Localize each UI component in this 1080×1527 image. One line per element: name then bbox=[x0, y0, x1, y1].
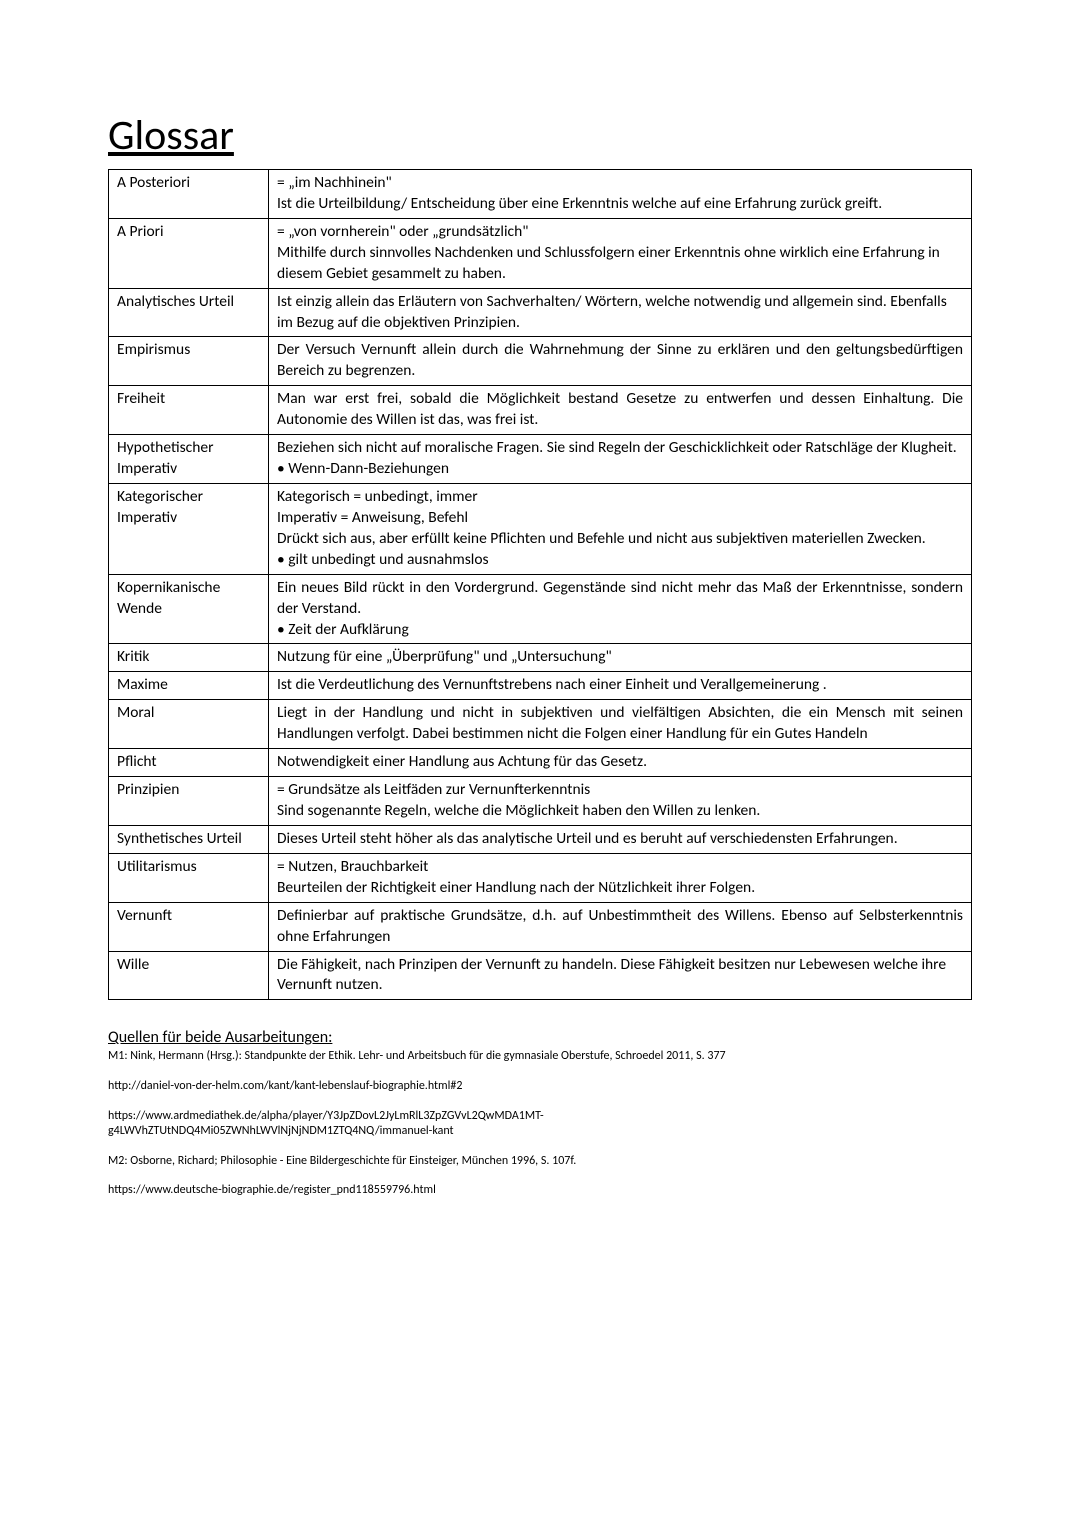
definition-line: Nutzung für eine „Überprüfung" und „Unte… bbox=[277, 647, 963, 668]
glossary-definition: Notwendigkeit einer Handlung aus Achtung… bbox=[269, 749, 972, 777]
glossary-term: Maxime bbox=[109, 672, 269, 700]
table-row: Prinzipien = Grundsätze als Leitfäden zur… bbox=[109, 777, 972, 826]
definition-line: • gilt unbedingt und ausnahmslos bbox=[277, 550, 963, 571]
table-row: Analytisches UrteilIst einzig allein das… bbox=[109, 288, 972, 337]
glossary-term: Analytisches Urteil bbox=[109, 288, 269, 337]
definition-line: = Nutzen, Brauchbarkeit bbox=[277, 857, 963, 878]
definition-line: Sind sogenannte Regeln, welche die Mögli… bbox=[277, 801, 963, 822]
definition-line: • Zeit der Aufklärung bbox=[277, 620, 963, 641]
table-row: Utilitarismus= Nutzen, BrauchbarkeitBeur… bbox=[109, 853, 972, 902]
table-row: Kategorischer ImperativKategorisch = unb… bbox=[109, 483, 972, 574]
definition-line: • Wenn-Dann-Beziehungen bbox=[277, 459, 963, 480]
glossary-definition: Definierbar auf praktische Grundsätze, d… bbox=[269, 902, 972, 951]
table-row: Hypothetischer Imperativ Beziehen sich ni… bbox=[109, 435, 972, 484]
table-row: Kopernikanische WendeEin neues Bild rück… bbox=[109, 574, 972, 644]
table-row: WilleDie Fähigkeit, nach Prinzipen der V… bbox=[109, 951, 972, 1000]
table-row: MoralLiegt in der Handlung und nicht in … bbox=[109, 700, 972, 749]
glossary-term: Hypothetischer Imperativ bbox=[109, 435, 269, 484]
table-row: Kritik Nutzung für eine „Überprüfung" und… bbox=[109, 644, 972, 672]
glossary-term: Prinzipien bbox=[109, 777, 269, 826]
source-entry: M2: Osborne, Richard; Philosophie - Eine… bbox=[108, 1154, 728, 1170]
sources-list: M1: Nink, Hermann (Hrsg.): Standpunkte d… bbox=[108, 1049, 972, 1199]
glossary-table: A Posteriori= „im Nachhinein"Ist die Urt… bbox=[108, 169, 972, 1000]
glossary-definition: = Nutzen, BrauchbarkeitBeurteilen der Ri… bbox=[269, 853, 972, 902]
glossary-definition: Ist die Verdeutlichung des Vernunftstreb… bbox=[269, 672, 972, 700]
glossary-definition: Man war erst frei, sobald die Möglichkei… bbox=[269, 386, 972, 435]
definition-line: Notwendigkeit einer Handlung aus Achtung… bbox=[277, 752, 963, 773]
table-row: FreiheitMan war erst frei, sobald die Mö… bbox=[109, 386, 972, 435]
glossary-term: Empirismus bbox=[109, 337, 269, 386]
glossary-definition: Dieses Urteil steht höher als das analyt… bbox=[269, 825, 972, 853]
table-row: Pflicht Notwendigkeit einer Handlung aus … bbox=[109, 749, 972, 777]
definition-line: = Grundsätze als Leitfäden zur Vernunfte… bbox=[277, 780, 963, 801]
definition-line: Man war erst frei, sobald die Möglichkei… bbox=[277, 389, 963, 431]
glossary-term: A Priori bbox=[109, 218, 269, 288]
table-row: Synthetisches Urteil Dieses Urteil steht … bbox=[109, 825, 972, 853]
glossary-definition: = Grundsätze als Leitfäden zur Vernunfte… bbox=[269, 777, 972, 826]
glossary-term: Vernunft bbox=[109, 902, 269, 951]
definition-line: Ist die Urteilbildung/ Entscheidung über… bbox=[277, 194, 963, 215]
glossary-definition: Der Versuch Vernunft allein durch die Wa… bbox=[269, 337, 972, 386]
definition-line: Drückt sich aus, aber erfüllt keine Pfli… bbox=[277, 529, 963, 550]
glossary-term: Synthetisches Urteil bbox=[109, 825, 269, 853]
table-row: A Priori= „von vornherein" oder „grundsä… bbox=[109, 218, 972, 288]
glossary-definition: Kategorisch = unbedingt, immerImperativ … bbox=[269, 483, 972, 574]
glossary-definition: = „im Nachhinein"Ist die Urteilbildung/ … bbox=[269, 170, 972, 219]
table-row: EmpirismusDer Versuch Vernunft allein du… bbox=[109, 337, 972, 386]
glossary-definition: Liegt in der Handlung und nicht in subje… bbox=[269, 700, 972, 749]
glossary-term: Kritik bbox=[109, 644, 269, 672]
definition-line: Imperativ = Anweisung, Befehl bbox=[277, 508, 963, 529]
source-entry: https://www.deutsche-biographie.de/regis… bbox=[108, 1183, 728, 1199]
definition-line: Definierbar auf praktische Grundsätze, d… bbox=[277, 906, 963, 948]
definition-line: Kategorisch = unbedingt, immer bbox=[277, 487, 963, 508]
table-row: VernunftDefinierbar auf praktische Grund… bbox=[109, 902, 972, 951]
definition-line: Ist einzig allein das Erläutern von Sach… bbox=[277, 292, 963, 334]
definition-line: Der Versuch Vernunft allein durch die Wa… bbox=[277, 340, 963, 382]
glossary-definition: Die Fähigkeit, nach Prinzipen der Vernun… bbox=[269, 951, 972, 1000]
definition-line: Dieses Urteil steht höher als das analyt… bbox=[277, 829, 963, 850]
glossary-term: Utilitarismus bbox=[109, 853, 269, 902]
definition-line: Liegt in der Handlung und nicht in subje… bbox=[277, 703, 963, 745]
table-row: A Posteriori= „im Nachhinein"Ist die Urt… bbox=[109, 170, 972, 219]
glossary-term: Moral bbox=[109, 700, 269, 749]
definition-line: = „von vornherein" oder „grundsätzlich" bbox=[277, 222, 963, 243]
glossary-definition: Beziehen sich nicht auf moralische Frage… bbox=[269, 435, 972, 484]
sources-heading: Quellen für beide Ausarbeitungen: bbox=[108, 1028, 972, 1047]
table-row: Maxime Ist die Verdeutlichung des Vernunf… bbox=[109, 672, 972, 700]
definition-line: Beurteilen der Richtigkeit einer Handlun… bbox=[277, 878, 963, 899]
glossary-term: Kopernikanische Wende bbox=[109, 574, 269, 644]
glossary-term: Kategorischer Imperativ bbox=[109, 483, 269, 574]
source-entry: https://www.ardmediathek.de/alpha/player… bbox=[108, 1109, 728, 1140]
glossary-term: Wille bbox=[109, 951, 269, 1000]
page-title: Glossar bbox=[108, 110, 972, 161]
glossary-term: Pflicht bbox=[109, 749, 269, 777]
glossary-definition: Ein neues Bild rückt in den Vordergrund.… bbox=[269, 574, 972, 644]
glossary-definition: Nutzung für eine „Überprüfung" und „Unte… bbox=[269, 644, 972, 672]
glossary-definition: Ist einzig allein das Erläutern von Sach… bbox=[269, 288, 972, 337]
definition-line: Ein neues Bild rückt in den Vordergrund.… bbox=[277, 578, 963, 620]
glossary-definition: = „von vornherein" oder „grundsätzlich"M… bbox=[269, 218, 972, 288]
glossary-term: A Posteriori bbox=[109, 170, 269, 219]
definition-line: Die Fähigkeit, nach Prinzipen der Vernun… bbox=[277, 955, 963, 997]
definition-line: Mithilfe durch sinnvolles Nachdenken und… bbox=[277, 243, 963, 285]
definition-line: = „im Nachhinein" bbox=[277, 173, 963, 194]
source-entry: M1: Nink, Hermann (Hrsg.): Standpunkte d… bbox=[108, 1049, 728, 1065]
definition-line: Beziehen sich nicht auf moralische Frage… bbox=[277, 438, 963, 459]
definition-line: Ist die Verdeutlichung des Vernunftstreb… bbox=[277, 675, 963, 696]
source-entry: http://daniel-von-der-helm.com/kant/kant… bbox=[108, 1079, 728, 1095]
glossary-term: Freiheit bbox=[109, 386, 269, 435]
